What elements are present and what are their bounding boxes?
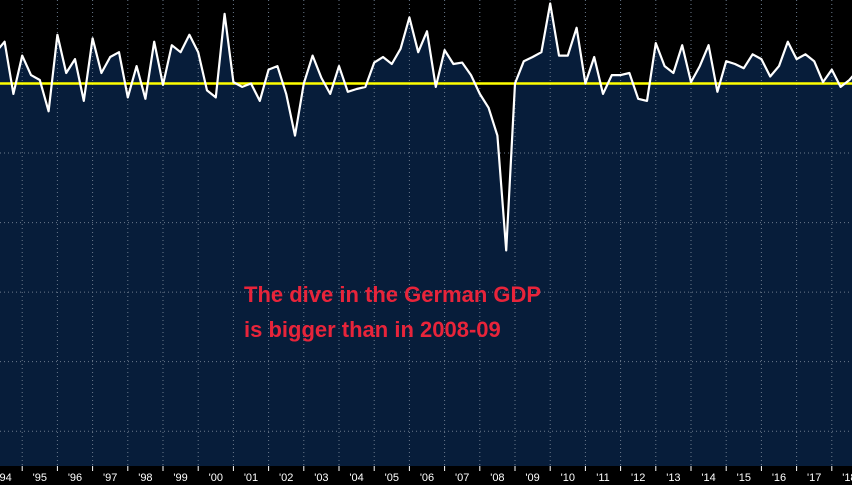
x-tick-label: '10	[561, 472, 575, 484]
x-tick-label: '18	[842, 472, 852, 484]
x-tick-label: '15	[737, 472, 751, 484]
x-tick-label: '13	[666, 472, 680, 484]
x-tick-label: '96	[68, 472, 82, 484]
x-tick-label: '04	[349, 472, 363, 484]
annotation-line-2: is bigger than in 2008-09	[244, 317, 501, 342]
x-tick-label: '94	[0, 472, 12, 484]
x-tick-label: '16	[772, 472, 786, 484]
x-tick-label: '05	[385, 472, 399, 484]
x-tick-label: '12	[631, 472, 645, 484]
x-axis-band	[0, 466, 852, 485]
annotation: The dive in the German GDP is bigger tha…	[244, 282, 541, 342]
x-tick-label: '01	[244, 472, 258, 484]
x-tick-label: '98	[138, 472, 152, 484]
x-tick-label: '02	[279, 472, 293, 484]
x-tick-label: '00	[209, 472, 223, 484]
x-tick-label: '09	[525, 472, 539, 484]
x-tick-label: '08	[490, 472, 504, 484]
x-tick-label: '11	[596, 472, 610, 484]
x-tick-label: '95	[33, 472, 47, 484]
grid-layer	[0, 0, 852, 466]
x-tick-label: '17	[807, 472, 821, 484]
x-tick-label: '99	[173, 472, 187, 484]
series-line	[0, 2, 852, 252]
area-fill	[0, 3, 852, 466]
x-tick-label: '07	[455, 472, 469, 484]
x-tick-label: '06	[420, 472, 434, 484]
x-tick-label: '14	[701, 472, 715, 484]
annotation-line-1: The dive in the German GDP	[244, 282, 541, 307]
x-tick-label: '97	[103, 472, 117, 484]
x-tick-label: '03	[314, 472, 328, 484]
x-axis: '94 '95 '96 '97 '98 '99 '00 '01 '02 '03 '04 '05 '06 '…	[0, 466, 852, 484]
